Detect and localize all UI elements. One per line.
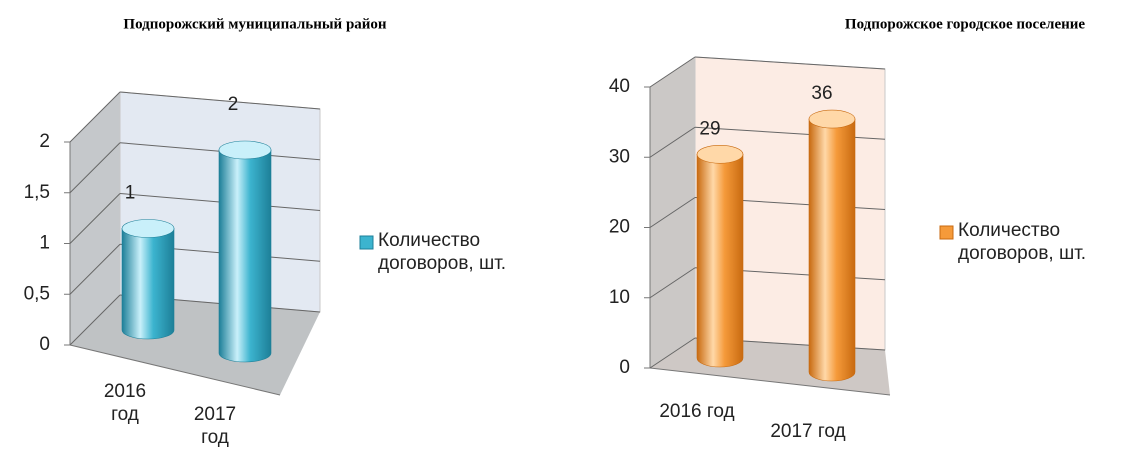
y-tick-label: 20 (609, 217, 630, 238)
value-label: 29 (699, 118, 720, 139)
bar (121, 228, 175, 340)
grid-line (649, 267, 696, 299)
grid-line (119, 91, 321, 110)
grid-line (69, 91, 121, 143)
bar (218, 149, 272, 363)
y-tick-label: 0,5 (24, 283, 50, 304)
bar (696, 153, 744, 368)
y-tick-label: 2 (39, 131, 50, 152)
legend-swatch (939, 225, 954, 240)
y-tick-label: 40 (609, 76, 630, 97)
y-tick-label: 10 (609, 287, 630, 308)
value-label: 36 (811, 83, 832, 104)
x-axis (649, 367, 891, 396)
chart-title: Подпорожское городское поселение (845, 16, 1085, 32)
y-tick-label: 1 (39, 233, 50, 254)
y-tick-label: 1,5 (24, 182, 50, 203)
x-tick-label: 2017 год (770, 421, 846, 442)
chart: Подпорожское городское поселение 0 10 20 30 4… (609, 16, 1085, 396)
grid-line (69, 243, 121, 295)
grid-line (649, 56, 696, 88)
legend-swatch (359, 235, 374, 250)
grid-line (69, 294, 121, 346)
y-tick-label: 0 (39, 334, 50, 355)
value-label: 2 (228, 94, 239, 115)
grid-line (69, 193, 121, 244)
grid-line (69, 142, 121, 194)
chart: Подпорожский муниципальный район 0 0,5 1 1,5… (24, 16, 387, 396)
x-axis (69, 344, 281, 396)
legend-label: Количество договоров, шт. (378, 230, 507, 274)
legend-label: Количество договоров, шт. (958, 220, 1087, 264)
bar (808, 118, 856, 382)
y-tick-label: 0 (619, 357, 630, 378)
x-tick-label: 2016 год (659, 401, 735, 422)
y-tick-label: 30 (609, 146, 630, 167)
bar-top (218, 140, 272, 160)
bar-top (696, 144, 744, 164)
x-tick-label: 2016 год (103, 381, 147, 425)
bar-top (808, 109, 856, 129)
bar-top (121, 219, 175, 238)
grid-line (649, 197, 696, 228)
value-label: 1 (125, 183, 136, 204)
grid-line (649, 337, 696, 369)
chart-title: Подпорожский муниципальный район (123, 16, 387, 32)
grid-line (694, 56, 886, 70)
grid-line (649, 126, 696, 158)
x-tick-label: 2017 год (193, 404, 237, 448)
